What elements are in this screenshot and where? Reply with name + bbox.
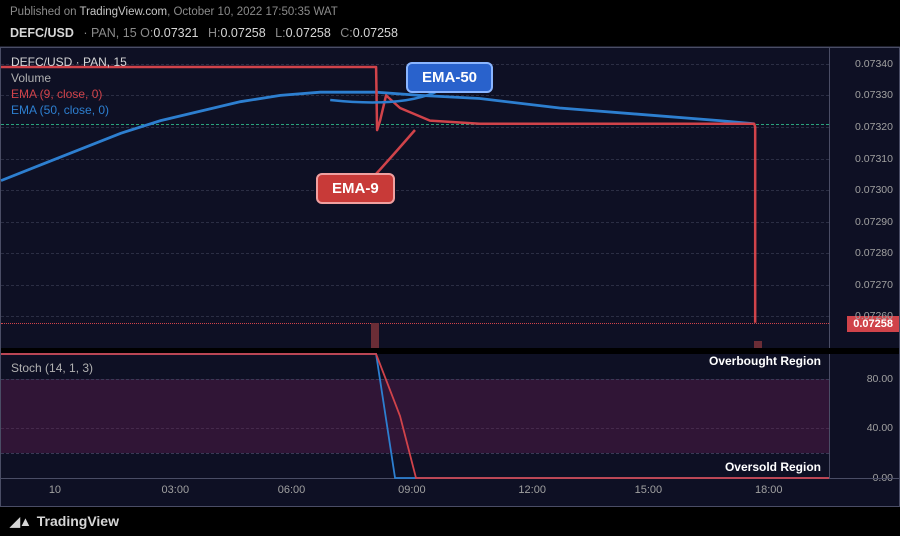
tv-logo-icon: ◢▲ [10, 514, 33, 529]
y-tick-label: 0.07300 [855, 184, 893, 196]
pub-date: , October 10, 2022 17:50:35 WAT [167, 6, 338, 18]
y-tick-label: 0.07260 [855, 310, 893, 322]
stoch-lines [1, 354, 829, 478]
stoch-plot[interactable]: Stoch (14, 1, 3) Overbought RegionOverso… [1, 354, 829, 478]
x-tick-label: 10 [49, 484, 61, 496]
y-tick-label: 0.07290 [855, 216, 893, 228]
stoch-d-line [1, 354, 829, 478]
price-y-axis: 0.07260 0.07270 0.07280 0.07290 0.07300 0.073… [829, 48, 899, 348]
stoch-label: Stoch (14, 1, 3) [11, 360, 93, 376]
pub-prefix: Published on [10, 6, 79, 18]
ohlc-h: 0.07258 [221, 26, 272, 40]
symbol-exchange: · PAN [80, 26, 116, 40]
callout-connectors [1, 48, 829, 348]
x-tick-label: 06:00 [278, 484, 306, 496]
ohlc-c: 0.07258 [353, 26, 404, 40]
y-tick-label: 0.07340 [855, 58, 893, 70]
y-tick-label: 0.07320 [855, 121, 893, 133]
time-x-axis: 10 03:00 06:00 09:00 12:00 15:00 18:00 [1, 478, 899, 506]
x-tick-label: 15:00 [635, 484, 663, 496]
y-tick-label: 0.07270 [855, 279, 893, 291]
x-tick-label: 12:00 [518, 484, 546, 496]
ohlc-h-label: H: [208, 26, 221, 40]
stoch-legend: Stoch (14, 1, 3) [11, 360, 93, 376]
tv-logo-text: TradingView [37, 513, 119, 529]
y-tick-label: 0.07280 [855, 247, 893, 259]
tradingview-watermark: ◢▲ TradingView [10, 513, 119, 530]
symbol-interval: , 15 [116, 26, 140, 40]
publish-header: Published on TradingView.com, October 10… [0, 0, 900, 22]
stoch-k-line [1, 354, 829, 478]
ohlc-c-label: C: [340, 26, 353, 40]
stoch-y-axis: 0.0040.0080.00 [829, 354, 899, 478]
symbol-bar: DEFC/USD · PAN, 15 O:0.07321 H:0.07258 L… [0, 22, 900, 47]
stoch-y-tick: 80.00 [867, 373, 893, 385]
stoch-y-tick: 40.00 [867, 422, 893, 434]
stoch-chart[interactable]: Stoch (14, 1, 3) Overbought RegionOverso… [1, 354, 899, 478]
ohlc-l-label: L: [275, 26, 285, 40]
callout-ema9: EMA-9 [316, 173, 395, 204]
x-tick-label: 03:00 [162, 484, 190, 496]
y-tick-label: 0.07330 [855, 89, 893, 101]
main-chart[interactable]: DEFC/USD · PAN, 15 Volume EMA (9, close,… [1, 48, 899, 348]
x-tick-label: 09:00 [398, 484, 426, 496]
ohlc-o-label: O: [140, 26, 153, 40]
pub-site: TradingView.com [79, 6, 167, 18]
y-tick-label: 0.07310 [855, 153, 893, 165]
x-tick-label: 18:00 [755, 484, 783, 496]
ohlc-l: 0.07258 [286, 26, 337, 40]
ohlc-o: 0.07321 [153, 26, 204, 40]
price-plot[interactable]: DEFC/USD · PAN, 15 Volume EMA (9, close,… [1, 48, 829, 348]
callout-ema50: EMA-50 [406, 62, 493, 93]
symbol-name: DEFC/USD [10, 26, 80, 40]
chart-container: DEFC/USD · PAN, 15 Volume EMA (9, close,… [0, 47, 900, 507]
